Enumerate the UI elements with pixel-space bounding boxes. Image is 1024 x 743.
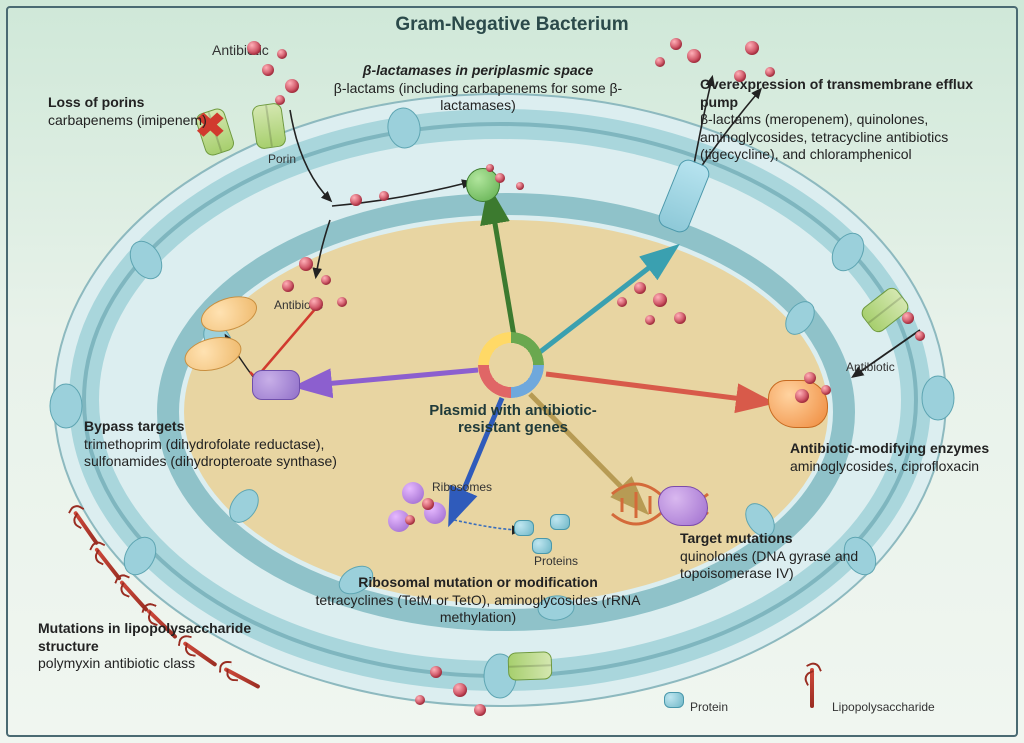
antibiotic-dot-icon — [262, 64, 274, 76]
label-loss-porins: Loss of porins carbapenems (imipenem) — [48, 94, 238, 129]
protein-icon — [514, 520, 534, 536]
plasmid-label: Plasmid with antibiotic-resistant genes — [408, 402, 618, 436]
antibiotic-dot-icon — [804, 372, 816, 384]
antibiotic-dot-icon — [453, 683, 467, 697]
label-antibiotic-right: Antibiotic — [846, 360, 895, 374]
antibiotic-dot-icon — [247, 41, 261, 55]
antibiotic-dot-icon — [486, 164, 494, 172]
antibiotic-dot-icon — [415, 695, 425, 705]
label-ribosomes: Ribosomes — [432, 480, 492, 494]
antibiotic-dot-icon — [634, 282, 646, 294]
label-lps-mut: Mutations in lipopolysaccharide structur… — [38, 620, 288, 673]
label-target-mut: Target mutations quinolones (DNA gyrase … — [680, 530, 930, 583]
antibiotic-dot-icon — [745, 41, 759, 55]
antibiotic-dot-icon — [765, 67, 775, 77]
target-protein-icon — [658, 486, 708, 526]
antibiotic-dot-icon — [821, 385, 831, 395]
ribosome-icon — [402, 482, 424, 504]
antibiotic-dot-icon — [405, 515, 415, 525]
modifying-enzyme-icon — [768, 380, 828, 428]
label-porin: Porin — [268, 152, 296, 166]
antibiotic-dot-icon — [516, 182, 524, 190]
label-ribosomal: Ribosomal mutation or modification tetra… — [310, 574, 646, 627]
antibiotic-dot-icon — [309, 297, 323, 311]
antibiotic-dot-icon — [275, 95, 285, 105]
antibiotic-dot-icon — [430, 666, 442, 678]
label-bypass: Bypass targets trimethoprim (dihydrofola… — [84, 418, 384, 471]
antibiotic-dot-icon — [379, 191, 389, 201]
label-efflux: Overexpression of transmembrane efflux p… — [700, 76, 1012, 164]
antibiotic-dot-icon — [495, 173, 505, 183]
antibiotic-dot-icon — [617, 297, 627, 307]
antibiotic-dot-icon — [277, 49, 287, 59]
antibiotic-dot-icon — [645, 315, 655, 325]
antibiotic-dot-icon — [915, 331, 925, 341]
antibiotic-dot-icon — [670, 38, 682, 50]
antibiotic-dot-icon — [734, 70, 746, 82]
lps-legend-icon — [810, 668, 814, 708]
antibiotic-dot-icon — [422, 498, 434, 510]
antibiotic-dot-icon — [902, 312, 914, 324]
antibiotic-dot-icon — [687, 49, 701, 63]
antibiotic-dot-icon — [350, 194, 362, 206]
antibiotic-dot-icon — [655, 57, 665, 67]
protein-icon — [532, 538, 552, 554]
porin-icon — [251, 102, 287, 150]
porin-icon — [508, 651, 553, 681]
protein-legend-icon — [664, 692, 684, 708]
label-protein-legend: Protein — [690, 700, 728, 714]
antibiotic-dot-icon — [674, 312, 686, 324]
bypass-target-icon — [252, 370, 300, 400]
antibiotic-dot-icon — [299, 257, 313, 271]
antibiotic-dot-icon — [795, 389, 809, 403]
antibiotic-dot-icon — [321, 275, 331, 285]
antibiotic-dot-icon — [474, 704, 486, 716]
label-modify-enzyme: Antibiotic-modifying enzymes aminoglycos… — [790, 440, 1014, 475]
beta-lactamase-icon — [466, 168, 500, 202]
label-lps-legend: Lipopolysaccharide — [832, 700, 935, 714]
plasmid-icon — [478, 332, 544, 398]
antibiotic-dot-icon — [282, 280, 294, 292]
antibiotic-dot-icon — [337, 297, 347, 307]
antibiotic-dot-icon — [285, 79, 299, 93]
label-proteins: Proteins — [534, 554, 578, 568]
antibiotic-dot-icon — [653, 293, 667, 307]
protein-icon — [550, 514, 570, 530]
label-beta-lactamase: β-lactamases in periplasmic space β-lact… — [318, 62, 638, 115]
